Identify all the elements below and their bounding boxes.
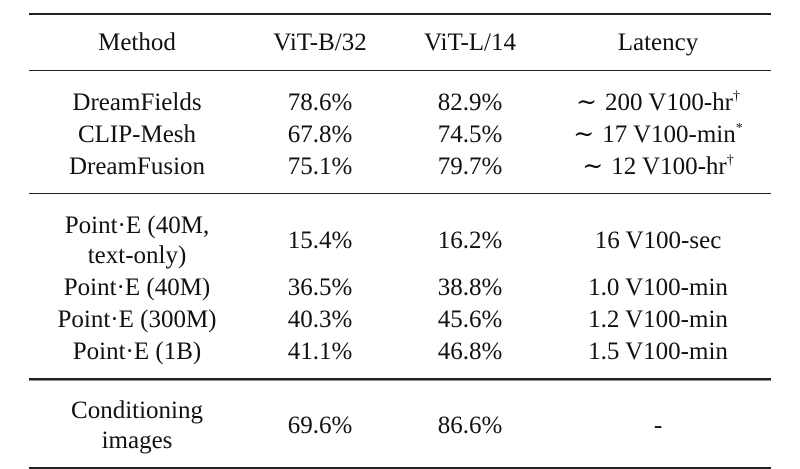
latency-cell: ∼ 12 V100-hr† (545, 151, 771, 194)
vit-b32-cell: 69.6% (245, 378, 395, 469)
latency-cell: 1.2 V100-min (588, 306, 728, 333)
header-vit-b32: ViT-B/32 (245, 13, 395, 71)
vit-l14-cell: 79.7% (437, 153, 503, 180)
header-method: Method (29, 13, 245, 71)
method-line-1: Conditioning (71, 397, 203, 424)
latency-value: 12 V100-hr (611, 153, 727, 180)
header-vit-l14: ViT-L/14 (395, 13, 545, 71)
method-cell: DreamFusion (68, 153, 206, 180)
method-cell: Point·E (40M, text-only) (29, 193, 245, 272)
header-latency: Latency (545, 13, 771, 71)
method-line-1: Point·E (40M, (64, 212, 210, 239)
results-table: Method ViT-B/32 ViT-L/14 Latency DreamFi… (29, 13, 771, 469)
vit-b32-cell: 15.4% (245, 193, 395, 272)
latency-cell: ∼ 17 V100-min* (545, 119, 771, 151)
method-cell: Point·E (40M) (63, 274, 211, 301)
method-cell: CLIP-Mesh (77, 121, 197, 148)
latency-cell: 16 V100-sec (545, 193, 771, 272)
latency-cell: ∼ 200 V100-hr† (545, 70, 771, 119)
table-row: CLIP-Mesh 67.8% 74.5% ∼ 17 V100-min* (29, 119, 771, 151)
vit-l14-cell: 74.5% (437, 121, 503, 148)
approx-symbol: ∼ (576, 89, 597, 116)
method-line-2: images (101, 427, 173, 454)
method-cell: DreamFields (29, 70, 245, 119)
approx-symbol: ∼ (582, 153, 604, 180)
table-row: Point·E (300M) 40.3% 45.6% 1.2 V100-min (29, 304, 771, 336)
table-row: Point·E (40M) 36.5% 38.8% 1.0 V100-min (29, 272, 771, 304)
table-row: DreamFusion 75.1% 79.7% ∼ 12 V100-hr† (29, 151, 771, 194)
table-header-row: Method ViT-B/32 ViT-L/14 Latency (29, 13, 771, 71)
table-row: DreamFields 78.6% 82.9% ∼ 200 V100-hr† (29, 70, 771, 119)
method-cell: Point·E (300M) (57, 306, 217, 333)
vit-l14-cell: 46.8% (437, 338, 503, 365)
vit-b32-cell: 40.3% (287, 306, 353, 333)
vit-l14-cell: 16.2% (395, 193, 545, 272)
vit-l14-cell: 82.9% (395, 70, 545, 119)
latency-cell: 1.0 V100-min (588, 274, 728, 301)
vit-b32-cell: 75.1% (287, 153, 353, 180)
footnote-mark: * (735, 121, 743, 136)
footnote-mark: † (732, 89, 740, 104)
footnote-mark: † (726, 153, 734, 168)
vit-l14-cell: 45.6% (437, 306, 503, 333)
vit-b32-cell: 36.5% (287, 274, 353, 301)
method-cell: Point·E (1B) (72, 338, 202, 365)
latency-cell: - (545, 378, 771, 469)
table-row: Conditioning images 69.6% 86.6% - (29, 378, 771, 469)
vit-b32-cell: 78.6% (245, 70, 395, 119)
vit-b32-cell: 67.8% (287, 121, 353, 148)
vit-l14-cell: 38.8% (437, 274, 503, 301)
latency-value: 200 V100-hr (604, 89, 733, 116)
latency-cell: 1.5 V100-min (588, 338, 728, 365)
table-row: Point·E (1B) 41.1% 46.8% 1.5 V100-min (29, 336, 771, 379)
vit-b32-cell: 41.1% (287, 338, 353, 365)
method-line-2: text-only) (87, 242, 187, 269)
approx-symbol: ∼ (573, 121, 595, 148)
vit-l14-cell: 86.6% (395, 378, 545, 469)
table-row: Point·E (40M, text-only) 15.4% 16.2% 16 V… (29, 193, 771, 272)
method-cell: Conditioning images (29, 378, 245, 469)
latency-value: 17 V100-min (602, 121, 736, 148)
